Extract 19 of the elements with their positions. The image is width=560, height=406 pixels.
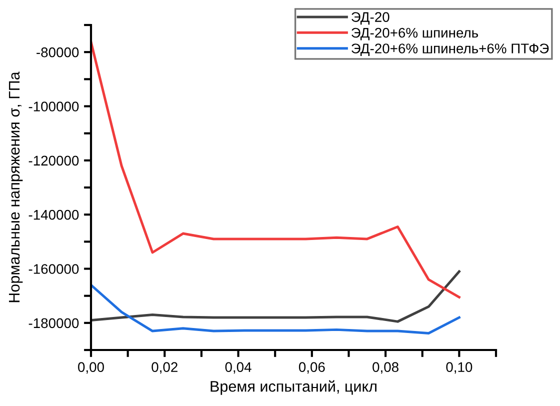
legend-label: ЭД-20+6% шпинель [352,28,478,40]
line-series [91,270,460,323]
x-tick-label: 0,06 [298,362,325,374]
y-tick-label: -140000 [28,210,79,220]
x-tick-label: 0,08 [372,362,398,374]
x-tick-label: 0,04 [225,362,252,374]
y-tick-label: -100000 [28,102,79,112]
y-tick-label: -120000 [28,156,79,166]
x-tick-label: 0,10 [446,362,472,374]
x-tick-label: 0,02 [152,362,178,374]
y-axis-title: Нормальные напряжения σ, ГПа [8,72,23,302]
y-tick-label: -80000 [36,47,79,58]
x-axis-title: Время испытаний, цикл [210,380,376,395]
legend-label: ЭД-20 [352,12,390,25]
legend-label: ЭД-20+6% шпинель+6% ПТФЭ [352,44,549,56]
x-tick-label: 0,00 [78,362,104,374]
line-series [91,284,460,334]
y-tick-label: -160000 [28,264,79,274]
y-tick-label: -180000 [28,318,79,328]
